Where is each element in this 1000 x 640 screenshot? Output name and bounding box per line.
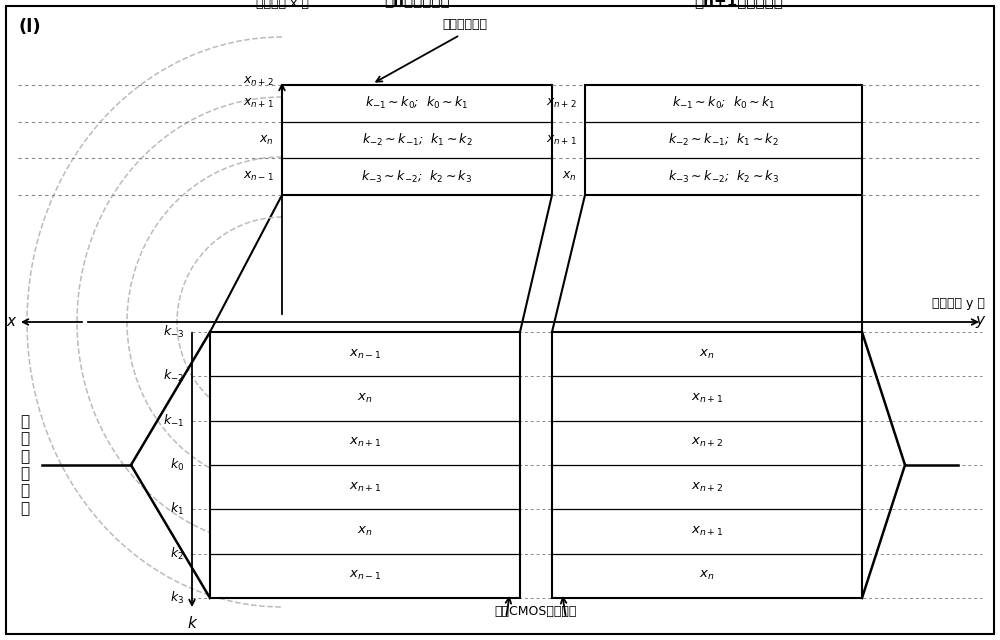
Text: $x_{n+2}$: $x_{n+2}$ <box>243 74 274 88</box>
Text: 第n+1次扫描步进: 第n+1次扫描步进 <box>694 0 783 8</box>
Text: k: k <box>188 616 196 631</box>
Text: 空
间
光
谱
编
码: 空 间 光 谱 编 码 <box>20 414 30 516</box>
Text: $k_3$: $k_3$ <box>170 590 184 606</box>
Text: $x_{n-1}$: $x_{n-1}$ <box>349 348 381 361</box>
Text: $x_n$: $x_n$ <box>699 570 715 582</box>
Text: 面阵CMOS探测单元: 面阵CMOS探测单元 <box>495 605 577 618</box>
Text: $k_{-3}$: $k_{-3}$ <box>163 324 184 340</box>
Text: $k_{-1}$: $k_{-1}$ <box>163 413 184 429</box>
Text: $x_{n-1}$: $x_{n-1}$ <box>243 170 274 183</box>
Text: $x_{n+2}$: $x_{n+2}$ <box>691 436 723 449</box>
Text: $x_{n+1}$: $x_{n+1}$ <box>349 436 381 449</box>
Text: $x_n$: $x_n$ <box>357 525 373 538</box>
Text: x: x <box>6 314 15 330</box>
Text: $x_{n+1}$: $x_{n+1}$ <box>691 525 723 538</box>
Text: $k_{-2}\sim k_{-1}$;  $k_1\sim k_2$: $k_{-2}\sim k_{-1}$; $k_1\sim k_2$ <box>362 132 472 148</box>
Text: 待测样品 y 轴: 待测样品 y 轴 <box>932 297 985 310</box>
Text: y: y <box>975 312 984 328</box>
Text: $x_{n+2}$: $x_{n+2}$ <box>546 97 577 110</box>
Text: $k_{-3}\sim k_{-2}$;  $k_2\sim k_3$: $k_{-3}\sim k_{-2}$; $k_2\sim k_3$ <box>668 168 779 185</box>
Text: $x_{n-1}$: $x_{n-1}$ <box>349 570 381 582</box>
Text: $k_2$: $k_2$ <box>170 546 184 562</box>
Text: 待测样品 x 轴: 待测样品 x 轴 <box>256 0 308 10</box>
Bar <box>210 332 520 598</box>
Text: $x_n$: $x_n$ <box>562 170 577 183</box>
Text: $k_{-1}\sim k_0$;  $k_0\sim k_1$: $k_{-1}\sim k_0$; $k_0\sim k_1$ <box>672 95 775 111</box>
Bar <box>282 85 552 195</box>
Text: $k_{-2}\sim k_{-1}$;  $k_1\sim k_2$: $k_{-2}\sim k_{-1}$; $k_1\sim k_2$ <box>668 132 779 148</box>
Text: $k_{-2}$: $k_{-2}$ <box>163 368 184 385</box>
Text: $x_n$: $x_n$ <box>259 134 274 147</box>
Bar <box>585 85 862 195</box>
Text: (l): (l) <box>18 18 41 36</box>
Text: $x_n$: $x_n$ <box>699 348 715 361</box>
Text: $x_{n+1}$: $x_{n+1}$ <box>243 97 274 110</box>
Text: $x_n$: $x_n$ <box>357 392 373 405</box>
Text: $k_{-3}\sim k_{-2}$;  $k_2\sim k_3$: $k_{-3}\sim k_{-2}$; $k_2\sim k_3$ <box>361 168 473 185</box>
Text: $k_0$: $k_0$ <box>170 457 184 473</box>
Bar <box>552 332 862 598</box>
Text: 矩形照明区域: 矩形照明区域 <box>443 18 488 31</box>
Text: $k_1$: $k_1$ <box>170 501 184 517</box>
Text: $k_{-1}\sim k_0$;  $k_0\sim k_1$: $k_{-1}\sim k_0$; $k_0\sim k_1$ <box>365 95 469 111</box>
Text: 第n次扫描步进: 第n次扫描步进 <box>384 0 450 8</box>
Text: $x_{n+1}$: $x_{n+1}$ <box>349 481 381 493</box>
Text: $x_{n+1}$: $x_{n+1}$ <box>691 392 723 405</box>
Text: $x_{n+1}$: $x_{n+1}$ <box>546 134 577 147</box>
Text: $x_{n+2}$: $x_{n+2}$ <box>691 481 723 493</box>
